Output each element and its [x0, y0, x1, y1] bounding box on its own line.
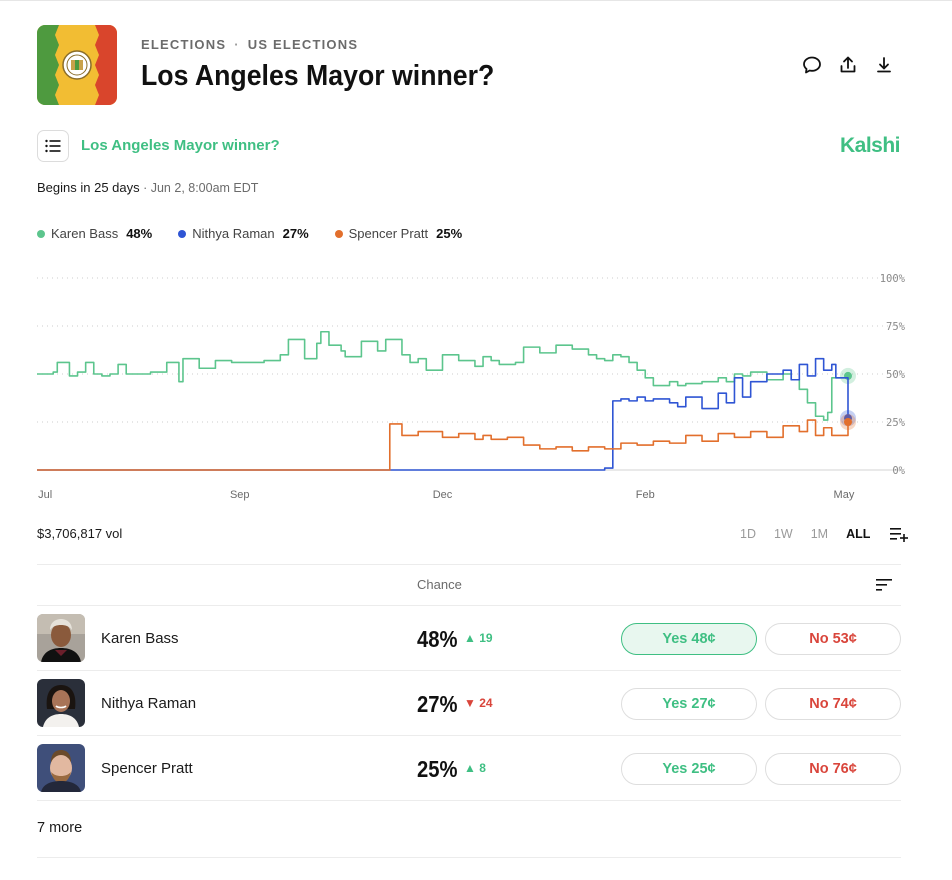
breadcrumb-elections[interactable]: ELECTIONS [141, 37, 227, 52]
market-list-button[interactable] [37, 130, 69, 162]
buy-yes-button[interactable]: Yes 27¢ [621, 688, 757, 720]
series-line [37, 330, 849, 421]
price-history-chart[interactable]: 0% 25% 50% 75% 100% Jul Sep Dec Feb May [0, 260, 952, 510]
divider [37, 735, 901, 736]
delta-value: 8 [479, 761, 486, 775]
divider [37, 670, 901, 671]
breadcrumb-us-elections[interactable]: US ELECTIONS [247, 37, 359, 52]
volume: $3,706,817 vol [37, 526, 123, 541]
legend-item-karen-bass: Karen Bass 48% [37, 226, 152, 241]
breadcrumb: ELECTIONS · US ELECTIONS [141, 37, 358, 52]
outcome-delta: ▲ 19 [464, 631, 493, 645]
range-all[interactable]: ALL [846, 527, 871, 541]
market-link[interactable]: Los Angeles Mayor winner? [81, 137, 280, 154]
chart-legend: Karen Bass 48% Nithya Raman 27% Spencer … [37, 226, 462, 241]
kalshi-logo: Kalshi [839, 134, 901, 157]
series-line [37, 419, 849, 471]
legend-dot [178, 229, 187, 238]
legend-item-spencer-pratt: Spencer Pratt 25% [334, 226, 463, 241]
x-tick-label: May [834, 489, 855, 501]
outcome-name: Spencer Pratt [101, 760, 193, 777]
range-1d[interactable]: 1D [740, 527, 756, 541]
legend-dot [37, 229, 45, 238]
legend-dot [334, 229, 343, 238]
buy-no-button[interactable]: No 53¢ [765, 623, 901, 655]
los-angeles-flag-icon [37, 25, 117, 105]
header-actions [801, 54, 895, 76]
avatar [37, 679, 85, 727]
legend-name: Spencer Pratt [348, 226, 429, 241]
range-1m[interactable]: 1M [810, 527, 829, 541]
begins-separator: · [139, 181, 151, 195]
show-more-link[interactable]: 7 more [37, 820, 83, 836]
legend-pct: 48% [126, 226, 153, 241]
legend-name: Karen Bass [51, 226, 119, 241]
add-to-chart-icon[interactable] [890, 526, 909, 542]
breadcrumb-separator: · [234, 37, 240, 52]
y-tick-label: 100% [880, 273, 906, 285]
outcome-row-nithya-raman[interactable]: Nithya Raman 27% ▼ 24 Yes 27¢ No 74¢ [37, 671, 901, 735]
sort-icon[interactable] [876, 578, 894, 592]
divider [37, 857, 901, 858]
series-line [37, 357, 849, 471]
page-title: Los Angeles Mayor winner? [141, 60, 495, 92]
outcome-delta: ▲ 8 [464, 761, 486, 775]
outcome-name: Karen Bass [101, 630, 179, 647]
divider [37, 564, 901, 565]
legend-pct: 25% [436, 226, 463, 241]
list-icon [45, 139, 61, 153]
series-endpoint [844, 418, 852, 426]
divider [37, 800, 901, 801]
avatar [37, 744, 85, 792]
time-range-selector: 1D 1W 1M ALL [740, 526, 909, 542]
y-tick-label: 25% [886, 417, 906, 429]
buy-yes-button[interactable]: Yes 48¢ [621, 623, 757, 655]
delta-value: 24 [479, 696, 493, 710]
outcome-row-karen-bass[interactable]: Karen Bass 48% ▲ 19 Yes 48¢ No 53¢ [37, 606, 901, 670]
begins-date: Jun 2, 8:00am EDT [150, 181, 259, 195]
delta-value: 19 [479, 631, 493, 645]
y-tick-label: 75% [886, 321, 906, 333]
share-icon[interactable] [837, 54, 859, 76]
begins-countdown: Begins in 25 days [37, 180, 140, 195]
legend-pct: 27% [282, 226, 309, 241]
x-tick-label: Dec [433, 489, 453, 501]
outcome-chance: 48% [417, 626, 458, 652]
avatar [37, 614, 85, 662]
outcome-name: Nithya Raman [101, 695, 197, 712]
x-tick-label: Feb [636, 489, 655, 501]
divider [37, 605, 901, 606]
outcome-delta: ▼ 24 [464, 696, 493, 710]
range-1w[interactable]: 1W [773, 527, 793, 541]
outcome-row-spencer-pratt[interactable]: Spencer Pratt 25% ▲ 8 Yes 25¢ No 76¢ [37, 736, 901, 800]
y-tick-label: 0% [892, 465, 905, 477]
outcome-chance: 25% [417, 756, 458, 782]
x-tick-label: Sep [230, 489, 250, 501]
x-tick-label: Jul [38, 489, 52, 501]
buy-yes-button[interactable]: Yes 25¢ [621, 753, 757, 785]
begins-info: Begins in 25 days · Jun 2, 8:00am EDT [37, 180, 258, 195]
legend-name: Nithya Raman [192, 226, 275, 241]
outcome-chance: 27% [417, 691, 458, 717]
legend-item-nithya-raman: Nithya Raman 27% [178, 226, 309, 241]
download-icon[interactable] [873, 54, 895, 76]
chance-column-header: Chance [417, 577, 462, 592]
top-border [0, 0, 952, 1]
buy-no-button[interactable]: No 76¢ [765, 753, 901, 785]
buy-no-button[interactable]: No 74¢ [765, 688, 901, 720]
y-tick-label: 50% [886, 369, 906, 381]
comment-icon[interactable] [801, 54, 823, 76]
